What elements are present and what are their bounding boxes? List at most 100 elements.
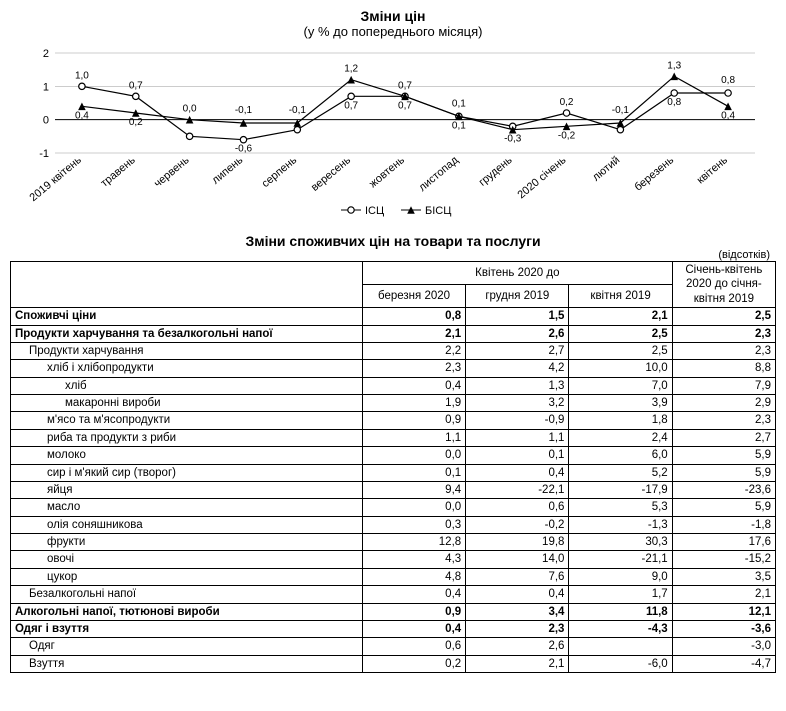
row-label: Споживчі ціни — [11, 308, 363, 325]
cell: 12,8 — [362, 534, 465, 551]
table-row: Одяг0,62,6-3,0 — [11, 638, 776, 655]
cell: -0,9 — [466, 412, 569, 429]
cell: 14,0 — [466, 551, 569, 568]
svg-text:травень: травень — [99, 154, 138, 190]
svg-text:0,0: 0,0 — [183, 104, 197, 115]
cell: 1,9 — [362, 395, 465, 412]
cell: 6,0 — [569, 447, 672, 464]
svg-text:грудень: грудень — [477, 154, 515, 189]
chart-subtitle: (у % до попереднього місяця) — [10, 24, 776, 39]
table-row: риба та продукти з риби1,11,12,42,7 — [11, 429, 776, 446]
table-row: Безалкогольні напої0,40,41,72,1 — [11, 586, 776, 603]
table-row: м'ясо та м'ясопродукти0,9-0,91,82,3 — [11, 412, 776, 429]
table-row: фрукти12,819,830,317,6 — [11, 534, 776, 551]
row-label: олія соняшникова — [11, 516, 363, 533]
table-unit: (відсотків) — [10, 249, 770, 261]
svg-text:квітень: квітень — [695, 154, 730, 186]
svg-text:0,1: 0,1 — [452, 98, 466, 109]
svg-text:0,7: 0,7 — [129, 80, 143, 91]
table-title: Зміни споживчих цін на товари та послуги — [10, 233, 776, 249]
cell: 3,9 — [569, 395, 672, 412]
row-label: Одяг — [11, 638, 363, 655]
svg-text:0: 0 — [43, 115, 49, 127]
cell: 0,4 — [466, 586, 569, 603]
row-label: масло — [11, 499, 363, 516]
cell: -4,3 — [569, 620, 672, 637]
cell: 2,1 — [672, 586, 775, 603]
svg-text:0,2: 0,2 — [560, 97, 574, 108]
row-label: овочі — [11, 551, 363, 568]
chart-title: Зміни цін — [10, 8, 776, 24]
cell: 0,8 — [362, 308, 465, 325]
cell: 1,5 — [466, 308, 569, 325]
hdr-group2: Січень-квітень 2020 до січня-квітня 2019 — [672, 262, 775, 308]
svg-text:-0,1: -0,1 — [235, 105, 253, 116]
cell: 0,4 — [362, 586, 465, 603]
table-row: олія соняшникова0,3-0,2-1,3-1,8 — [11, 516, 776, 533]
cell: 2,2 — [362, 342, 465, 359]
cell: 2,6 — [466, 325, 569, 342]
cell: 2,6 — [466, 638, 569, 655]
row-label: фрукти — [11, 534, 363, 551]
cell: 10,0 — [569, 360, 672, 377]
cell: 3,4 — [466, 603, 569, 620]
row-label: Алкогольні напої, тютюнові вироби — [11, 603, 363, 620]
cell: 12,1 — [672, 603, 775, 620]
cell: 0,6 — [466, 499, 569, 516]
cell: 19,8 — [466, 534, 569, 551]
svg-text:березень: березень — [632, 154, 676, 194]
table-row: Споживчі ціни0,81,52,12,5 — [11, 308, 776, 325]
row-label: Безалкогольні напої — [11, 586, 363, 603]
cell: 5,9 — [672, 499, 775, 516]
cell: 1,1 — [362, 429, 465, 446]
cell: 30,3 — [569, 534, 672, 551]
cell: 2,3 — [672, 342, 775, 359]
cell: 2,1 — [569, 308, 672, 325]
cell: 9,4 — [362, 481, 465, 498]
cell: 2,9 — [672, 395, 775, 412]
cell: -3,0 — [672, 638, 775, 655]
cell: -1,8 — [672, 516, 775, 533]
svg-text:ІСЦ: ІСЦ — [365, 205, 384, 217]
svg-text:0,7: 0,7 — [344, 100, 358, 111]
cell: 7,9 — [672, 377, 775, 394]
cell: -0,2 — [466, 516, 569, 533]
cell: 2,4 — [569, 429, 672, 446]
svg-text:серпень: серпень — [260, 154, 300, 190]
table-row: овочі4,314,0-21,1-15,2 — [11, 551, 776, 568]
row-label: Продукти харчування та безалкогольні нап… — [11, 325, 363, 342]
row-label: хліб — [11, 377, 363, 394]
svg-text:липень: липень — [210, 154, 246, 187]
cell: -15,2 — [672, 551, 775, 568]
table-row: Продукти харчування та безалкогольні нап… — [11, 325, 776, 342]
cell: 2,5 — [569, 325, 672, 342]
svg-text:-1: -1 — [39, 148, 49, 160]
table-row: цукор4,87,69,03,5 — [11, 568, 776, 585]
row-label: Продукти харчування — [11, 342, 363, 359]
cell: 0,4 — [466, 464, 569, 481]
table-row: макаронні вироби1,93,23,92,9 — [11, 395, 776, 412]
cell: 8,8 — [672, 360, 775, 377]
cell: 0,2 — [362, 655, 465, 672]
cell: 7,0 — [569, 377, 672, 394]
cell: 0,4 — [362, 620, 465, 637]
cell: 2,7 — [466, 342, 569, 359]
price-table: Квітень 2020 доСічень-квітень 2020 до сі… — [10, 261, 776, 673]
table-row: Продукти харчування2,22,72,52,3 — [11, 342, 776, 359]
cell: -4,7 — [672, 655, 775, 672]
line-chart: -10122019 квітеньтравеньчервеньлипеньсер… — [10, 43, 776, 223]
cell: 4,2 — [466, 360, 569, 377]
cell: 5,9 — [672, 447, 775, 464]
svg-text:лютий: лютий — [590, 154, 622, 184]
cell: -1,3 — [569, 516, 672, 533]
cell: 2,3 — [362, 360, 465, 377]
svg-text:-0,3: -0,3 — [504, 134, 522, 145]
cell: 5,2 — [569, 464, 672, 481]
cell: 0,0 — [362, 447, 465, 464]
cell: 1,1 — [466, 429, 569, 446]
svg-text:-0,1: -0,1 — [612, 105, 630, 116]
cell: 2,5 — [569, 342, 672, 359]
cell: 7,6 — [466, 568, 569, 585]
svg-text:БІСЦ: БІСЦ — [425, 205, 451, 217]
table-row: сир і м'який сир (творог)0,10,45,25,9 — [11, 464, 776, 481]
